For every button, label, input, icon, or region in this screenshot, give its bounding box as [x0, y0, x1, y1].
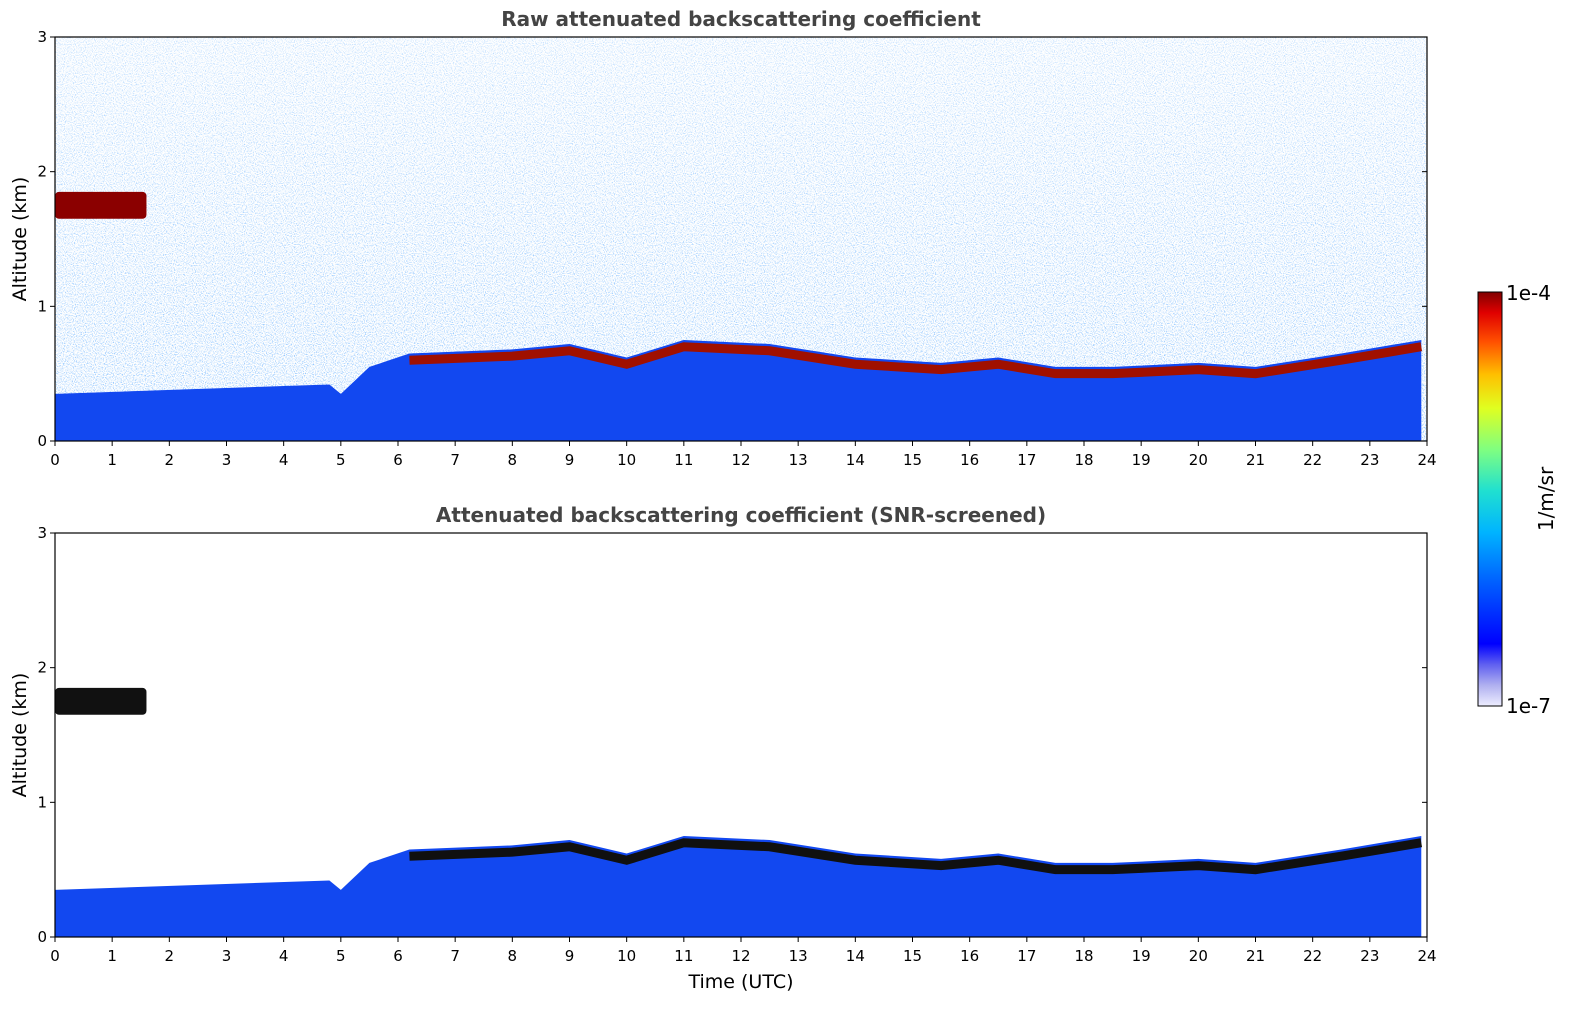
x-tick-label: 16 [960, 947, 979, 965]
x-tick-label: 0 [50, 947, 60, 965]
y-axis-label-2: Altitude (km) [9, 673, 31, 798]
x-tick-label: 11 [674, 947, 693, 965]
x-axis-label: Time (UTC) [687, 971, 793, 993]
y-tick-label: 0 [37, 928, 47, 946]
x-tick-label: 1 [107, 451, 117, 469]
panel-raw: Raw attenuated backscattering coefficien… [9, 7, 1437, 469]
x-ticks-1: 0 1 2 3 4 5 6 7 8 9 10 11 12 13 14 15 16 17 18 19 20 21 22 23 24 [50, 441, 1437, 469]
x-tick-label: 6 [393, 451, 403, 469]
x-tick-label: 19 [1132, 451, 1151, 469]
x-tick-label: 20 [1189, 947, 1208, 965]
colorbar: 1e-4 1e-7 1/m/sr [1477, 281, 1558, 718]
x-tick-label: 18 [1074, 947, 1093, 965]
x-tick-label: 13 [789, 451, 808, 469]
heatmap-raw [55, 37, 1427, 441]
x-tick-label: 3 [222, 451, 232, 469]
y-tick-label: 3 [37, 28, 47, 46]
boundary-layer-top-raw [409, 342, 1423, 379]
x-tick-label: 14 [846, 947, 865, 965]
x-tick-label: 10 [617, 451, 636, 469]
cloud-layer-screened [55, 687, 147, 715]
cloud-layer-raw [55, 191, 147, 219]
x-tick-label: 10 [617, 947, 636, 965]
boundary-layer-raw [55, 340, 1422, 441]
colorbar-min-label: 1e-7 [1506, 694, 1551, 718]
x-tick-label: 17 [1017, 947, 1036, 965]
y-tick-label: 1 [37, 793, 47, 811]
x-tick-label: 19 [1132, 947, 1151, 965]
x-tick-label: 11 [674, 451, 693, 469]
y-tick-label: 1 [37, 297, 47, 315]
x-ticks-2: 0 1 2 3 4 5 6 7 8 9 10 11 12 13 14 15 16 17 18 19 20 21 22 23 24 [50, 937, 1437, 965]
colorbar-max-label: 1e-4 [1506, 281, 1551, 305]
x-tick-label: 17 [1017, 451, 1036, 469]
x-tick-label: 23 [1360, 451, 1379, 469]
x-tick-label: 15 [903, 947, 922, 965]
x-tick-label: 23 [1360, 947, 1379, 965]
x-tick-label: 22 [1303, 947, 1322, 965]
x-tick-label: 8 [508, 451, 518, 469]
x-tick-label: 2 [165, 947, 175, 965]
x-tick-label: 6 [393, 947, 403, 965]
x-tick-label: 8 [508, 947, 518, 965]
x-tick-label: 15 [903, 451, 922, 469]
x-tick-label: 13 [789, 947, 808, 965]
chart-title-2: Attenuated backscattering coefficient (S… [436, 503, 1046, 527]
x-tick-label: 2 [165, 451, 175, 469]
x-tick-label: 22 [1303, 451, 1322, 469]
x-tick-label: 12 [731, 451, 750, 469]
x-tick-label: 18 [1074, 451, 1093, 469]
x-tick-label: 1 [107, 947, 117, 965]
x-tick-label: 5 [336, 451, 346, 469]
y-ticks-2: 0 1 2 3 [37, 524, 1427, 946]
x-tick-label: 14 [846, 451, 865, 469]
y-tick-label: 2 [37, 659, 47, 677]
chart-title-1: Raw attenuated backscattering coefficien… [501, 7, 981, 31]
y-ticks-1: 0 1 2 3 [37, 28, 1427, 450]
y-tick-label: 2 [37, 163, 47, 181]
colorbar-gradient [1477, 291, 1503, 707]
x-tick-label: 24 [1417, 451, 1436, 469]
x-tick-label: 16 [960, 451, 979, 469]
y-tick-label: 3 [37, 524, 47, 542]
x-tick-label: 9 [565, 451, 575, 469]
x-tick-label: 7 [450, 947, 460, 965]
x-tick-label: 7 [450, 451, 460, 469]
x-tick-label: 20 [1189, 451, 1208, 469]
panel-screened: Attenuated backscattering coefficient (S… [9, 503, 1437, 993]
x-tick-label: 3 [222, 947, 232, 965]
colorbar-unit-label: 1/m/sr [1534, 466, 1558, 531]
x-tick-label: 21 [1246, 947, 1265, 965]
heatmap-screened [55, 687, 1423, 937]
x-tick-label: 4 [279, 451, 289, 469]
boundary-layer-top-screened [409, 838, 1423, 875]
x-tick-label: 5 [336, 947, 346, 965]
y-tick-label: 0 [37, 432, 47, 450]
x-tick-label: 24 [1417, 947, 1436, 965]
y-axis-label-1: Altitude (km) [9, 177, 31, 302]
boundary-layer-screened [55, 836, 1422, 937]
x-tick-label: 4 [279, 947, 289, 965]
x-tick-label: 21 [1246, 451, 1265, 469]
x-tick-label: 0 [50, 451, 60, 469]
x-tick-label: 12 [731, 947, 750, 965]
x-tick-label: 9 [565, 947, 575, 965]
